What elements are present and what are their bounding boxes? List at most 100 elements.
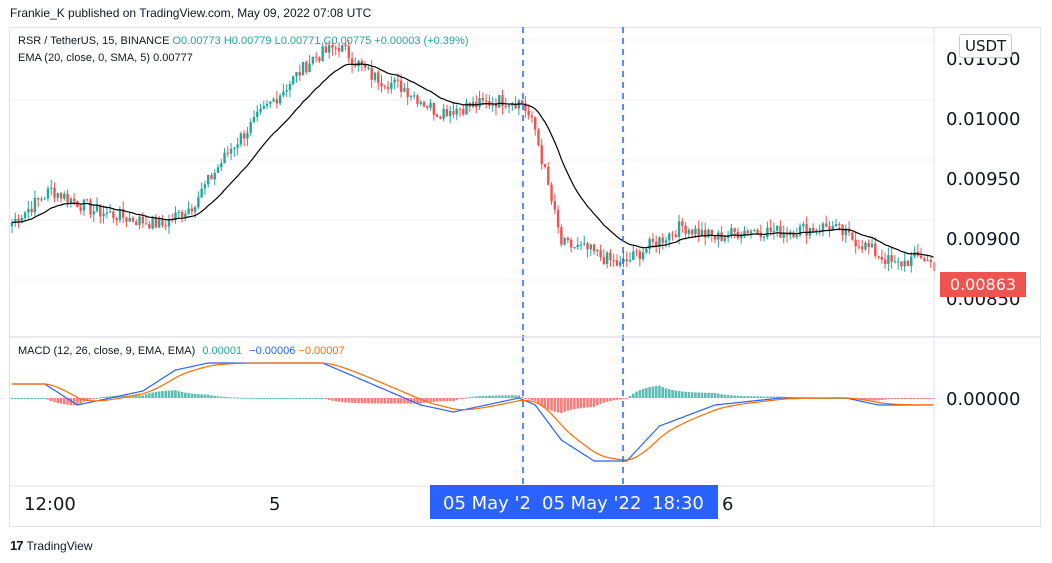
histogram-bar xyxy=(49,398,53,402)
candle-body xyxy=(877,255,880,257)
footer[interactable]: 17 TradingView xyxy=(10,538,93,553)
histogram-bar xyxy=(151,392,154,398)
candle-body xyxy=(112,211,115,218)
candle-body xyxy=(350,58,354,65)
candle-body xyxy=(919,255,923,259)
histogram-bar xyxy=(105,396,109,398)
candle-body xyxy=(20,217,24,223)
histogram-bar xyxy=(229,397,233,399)
histogram-bar xyxy=(622,398,625,400)
candle-body xyxy=(249,122,252,133)
candle-body xyxy=(236,144,239,148)
histogram-bar xyxy=(661,387,665,398)
candle-body xyxy=(242,133,246,139)
brand-label: TradingView xyxy=(26,538,93,553)
histogram-bar xyxy=(435,398,439,402)
histogram-bar xyxy=(648,387,651,398)
candle-body xyxy=(252,116,256,123)
histogram-bar xyxy=(144,394,148,398)
histogram-bar xyxy=(213,395,217,398)
histogram-bar xyxy=(69,398,73,405)
ema-legend[interactable]: EMA (20, close, 0, SMA, 5) 0.00777 xyxy=(18,52,193,64)
histogram-bar xyxy=(429,398,432,403)
histogram-bar xyxy=(520,396,524,398)
candle-body xyxy=(733,228,736,232)
candle-body xyxy=(79,207,82,211)
histogram-bar xyxy=(877,398,880,401)
tradingview-logo-icon: 17 xyxy=(10,538,24,553)
histogram-bar xyxy=(651,386,655,398)
candle-body xyxy=(399,80,403,92)
time-tick-6: 6 xyxy=(722,494,734,515)
histogram-bar xyxy=(354,398,357,403)
histogram-bar xyxy=(537,398,540,404)
macd-tick-0: 0.00000 xyxy=(946,389,1021,410)
histogram-bar xyxy=(344,398,347,403)
candle-body xyxy=(811,227,815,232)
candle-body xyxy=(870,243,874,248)
candle-body xyxy=(406,88,409,97)
histogram-bar xyxy=(658,385,661,398)
candle-body xyxy=(295,72,298,77)
histogram-bar xyxy=(465,397,468,399)
histogram-bar xyxy=(579,398,583,409)
candle-body xyxy=(762,237,766,239)
candle-body xyxy=(704,229,707,238)
time-tick-5: 5 xyxy=(269,494,281,515)
candle-body xyxy=(187,208,190,214)
candle-body xyxy=(50,187,53,189)
histogram-bar xyxy=(347,398,351,403)
histogram-bar xyxy=(170,390,174,398)
histogram-bar xyxy=(560,398,563,414)
candle-body xyxy=(233,147,236,149)
candle-body xyxy=(422,102,426,107)
macd-legend[interactable]: MACD (12, 26, close, 9, EMA, EMA) 0.0000… xyxy=(18,345,345,357)
candle-body xyxy=(550,184,553,202)
histogram-bar xyxy=(439,398,442,402)
candle-body xyxy=(713,235,717,240)
candle-body xyxy=(226,152,230,154)
histogram-bar xyxy=(475,396,478,398)
histogram-bar xyxy=(59,398,63,404)
histogram-bar xyxy=(684,391,687,398)
signal-line xyxy=(12,362,935,461)
chart-frame xyxy=(9,27,1041,527)
histogram-bar xyxy=(736,395,740,398)
candle-body xyxy=(318,57,321,61)
candle-body xyxy=(177,211,180,213)
candle-body xyxy=(900,261,903,267)
candle-body xyxy=(772,230,776,232)
histogram-bar xyxy=(756,396,759,398)
histogram-bar xyxy=(779,396,782,398)
candle-body xyxy=(151,216,154,229)
candle-body xyxy=(180,211,184,218)
histogram-bar xyxy=(92,398,96,399)
histogram-bar xyxy=(530,398,534,401)
symbol-legend[interactable]: RSR / TetherUS, 15, BINANCE O0.00773 H0.… xyxy=(18,35,469,47)
histogram-bar xyxy=(916,398,920,399)
candle-body xyxy=(641,252,645,260)
candle-body xyxy=(560,227,563,245)
currency-button[interactable]: USDT xyxy=(959,34,1013,58)
candle-body xyxy=(462,109,465,115)
histogram-bar xyxy=(919,398,923,399)
candle-body xyxy=(174,212,177,220)
candle-body xyxy=(821,223,825,232)
histogram-bar xyxy=(118,395,122,398)
histogram-bar xyxy=(448,398,452,402)
histogram-bar xyxy=(632,393,635,398)
candle-body xyxy=(357,61,360,66)
histogram-bar xyxy=(566,398,570,411)
candle-body xyxy=(363,64,367,68)
macd-label: MACD (12, 26, close, 9, EMA, EMA) xyxy=(18,345,196,357)
histogram-bar xyxy=(30,398,33,399)
candle-body xyxy=(694,228,697,235)
histogram-bar xyxy=(713,392,717,398)
candle-body xyxy=(63,193,66,199)
histogram-bar xyxy=(318,397,321,399)
candle-body xyxy=(514,104,517,109)
candle-body xyxy=(419,102,422,104)
candle-body xyxy=(108,211,112,213)
histogram-bar xyxy=(43,398,46,399)
